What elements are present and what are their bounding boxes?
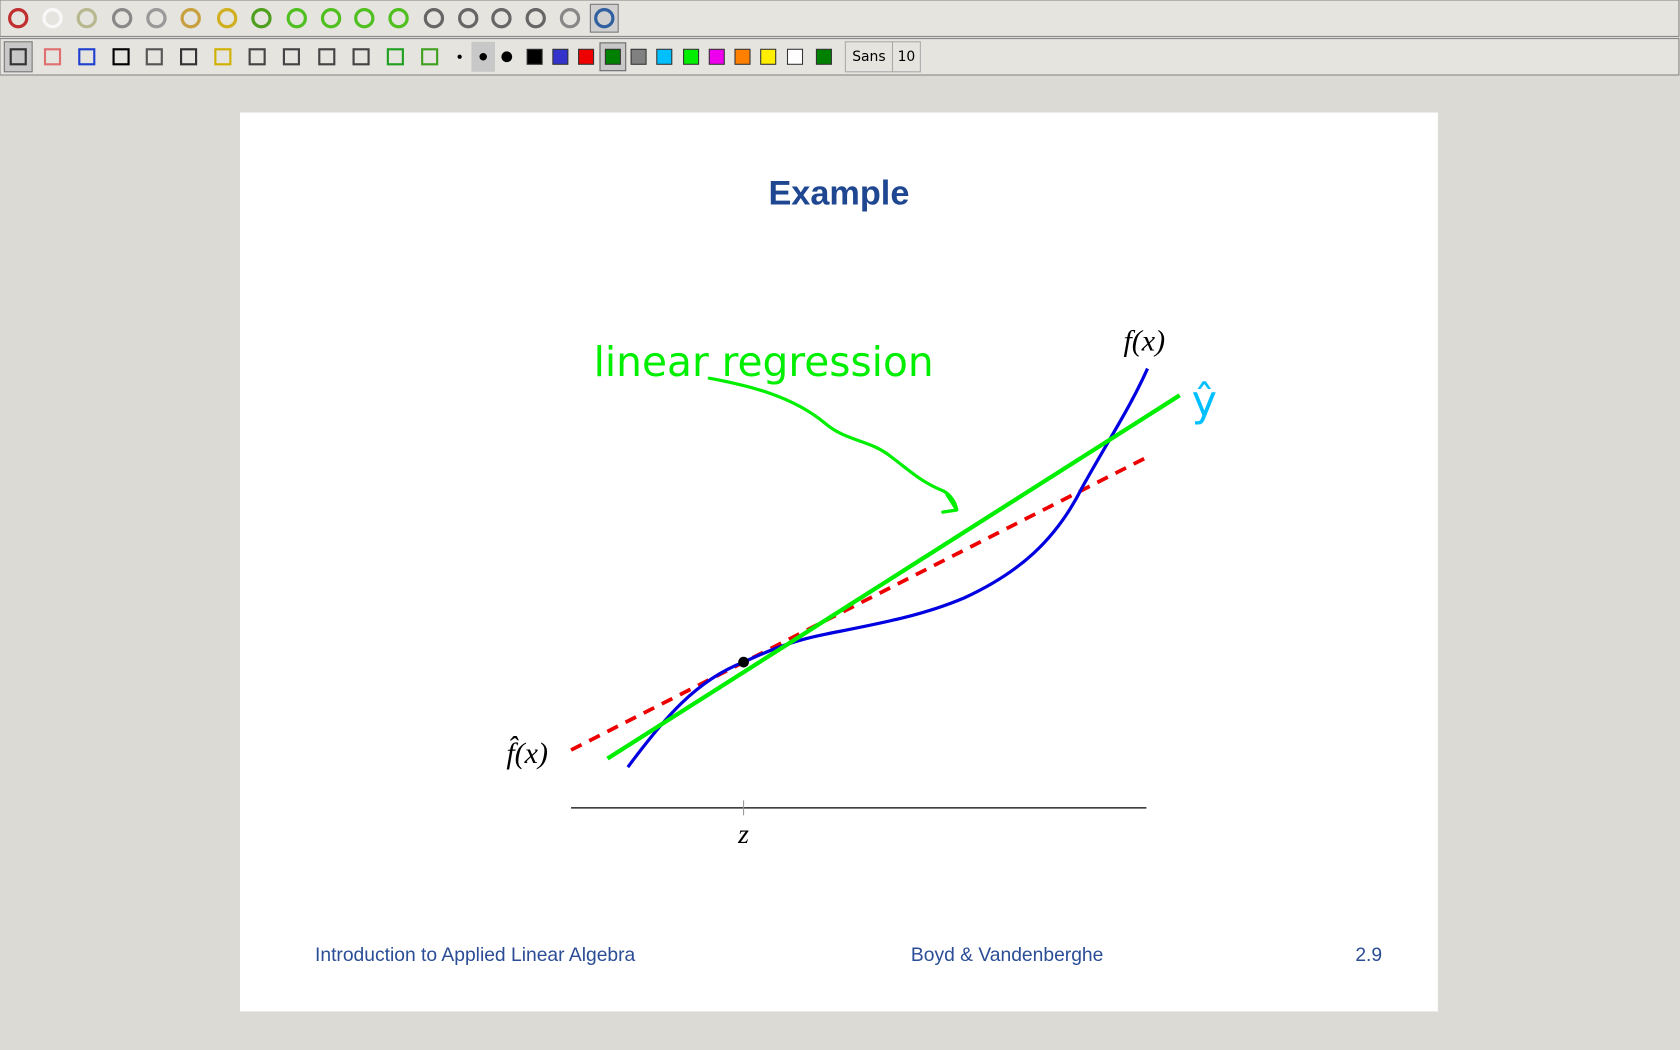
color-button[interactable] — [630, 48, 647, 65]
regression-line — [606, 393, 1181, 761]
font-name: Sans — [852, 49, 885, 65]
toolbar-icon — [320, 8, 342, 29]
toolbar-icon — [111, 8, 133, 29]
color-button[interactable] — [656, 48, 673, 65]
z-label: z — [737, 819, 749, 850]
toolbar-icon — [354, 8, 375, 29]
tool-icon — [179, 48, 198, 66]
footer-center: Boyd & Vandenberghe — [911, 945, 1103, 966]
toolbar-icon — [180, 8, 201, 29]
toolbar-icon — [559, 8, 581, 29]
font-size-button[interactable] — [891, 41, 921, 73]
annotation-arrow — [707, 376, 959, 514]
color-button[interactable] — [708, 48, 725, 65]
toolbar-icon — [525, 8, 546, 29]
thickness-icon — [479, 53, 487, 61]
toolbar-icon — [388, 8, 409, 29]
tool-buttons — [3, 41, 832, 73]
toolbar-icon — [491, 8, 512, 29]
slide-title: Example — [768, 175, 909, 213]
f-curve — [626, 367, 1149, 769]
f-label: f(x) — [1123, 324, 1165, 357]
tool-icon — [145, 48, 163, 66]
tool-icon — [421, 48, 439, 66]
toolbar-icon — [8, 8, 29, 29]
tool-icon — [9, 48, 27, 66]
toolbar-icon — [423, 8, 445, 29]
main-buttons — [8, 3, 619, 33]
fhat-line — [570, 456, 1146, 752]
tool-icon — [282, 48, 300, 66]
color-button[interactable] — [815, 48, 832, 65]
tool-button[interactable] — [3, 41, 33, 73]
toolbar-icon — [286, 8, 307, 29]
tool-icon — [318, 48, 336, 66]
color-button[interactable] — [578, 48, 595, 65]
toolbar-icon — [42, 8, 63, 29]
color-button[interactable] — [760, 48, 777, 65]
color-button[interactable] — [526, 48, 543, 65]
footer-left: Introduction to Applied Linear Algebra — [315, 945, 636, 966]
toolbar-icon — [594, 8, 615, 29]
tool-icon — [214, 48, 232, 66]
tool-icon — [43, 48, 62, 66]
thickness-icon — [457, 54, 462, 59]
color-button[interactable] — [604, 48, 621, 65]
tool-icon — [352, 48, 370, 66]
main-toolbar — [0, 0, 1680, 37]
color-button[interactable] — [552, 48, 569, 65]
toolbar-icon — [251, 8, 272, 29]
pen-toolbar — [0, 38, 1680, 76]
tool-icon — [248, 48, 266, 66]
toolbar-icon — [216, 8, 238, 29]
color-button[interactable] — [683, 48, 700, 65]
tool-icon — [386, 48, 404, 66]
tool-icon — [112, 48, 130, 66]
toolbar-icon — [146, 8, 167, 29]
toolbar-icon — [458, 8, 479, 29]
color-button[interactable] — [786, 48, 804, 65]
thickness-icon — [501, 51, 513, 63]
tool-icon — [78, 48, 96, 66]
fhat-label: f̂(x) — [506, 736, 548, 770]
font-button[interactable] — [844, 41, 894, 73]
toolbar-icon — [76, 8, 97, 29]
yhat-annotation: ŷ — [1192, 377, 1217, 427]
point-z — [738, 656, 749, 668]
annotation-text: linear regression — [594, 338, 934, 386]
footer-right: 2.9 — [1355, 945, 1382, 966]
color-button[interactable] — [734, 48, 751, 65]
slide-page — [240, 112, 1438, 1012]
font-size: 10 — [898, 49, 916, 65]
